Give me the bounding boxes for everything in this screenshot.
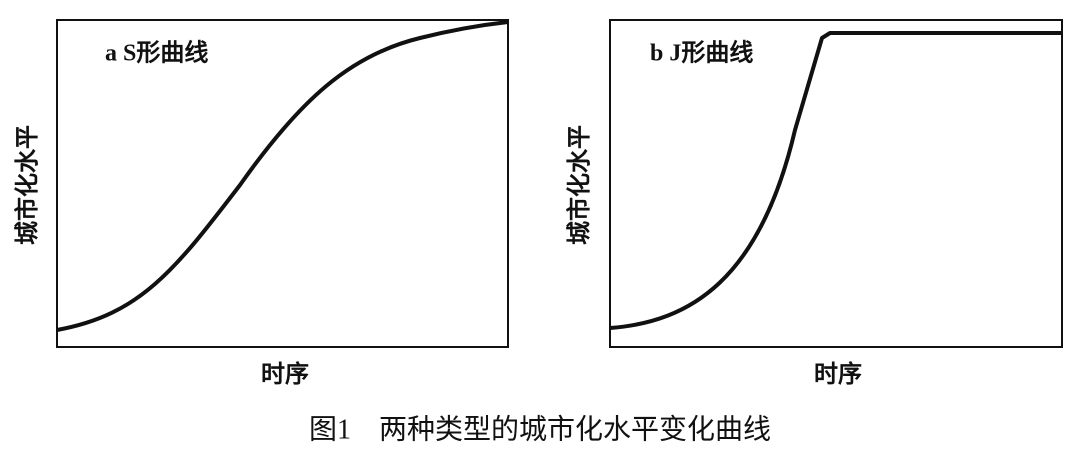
caption: 图1 两种类型的城市化水平变化曲线 xyxy=(309,413,771,445)
x-axis-label: 时序 xyxy=(814,360,862,388)
j-curve xyxy=(609,31,1062,330)
s-curve xyxy=(56,20,509,332)
panel-frame xyxy=(609,19,1063,348)
x-axis-label: 时序 xyxy=(261,360,309,388)
y-axis-label: 城市化水平 xyxy=(565,125,593,245)
panel-label: a S形曲线 xyxy=(105,40,208,67)
panel-label: b J形曲线 xyxy=(650,40,753,67)
panel-frame xyxy=(56,19,509,348)
y-axis-label: 城市化水平 xyxy=(13,125,41,245)
